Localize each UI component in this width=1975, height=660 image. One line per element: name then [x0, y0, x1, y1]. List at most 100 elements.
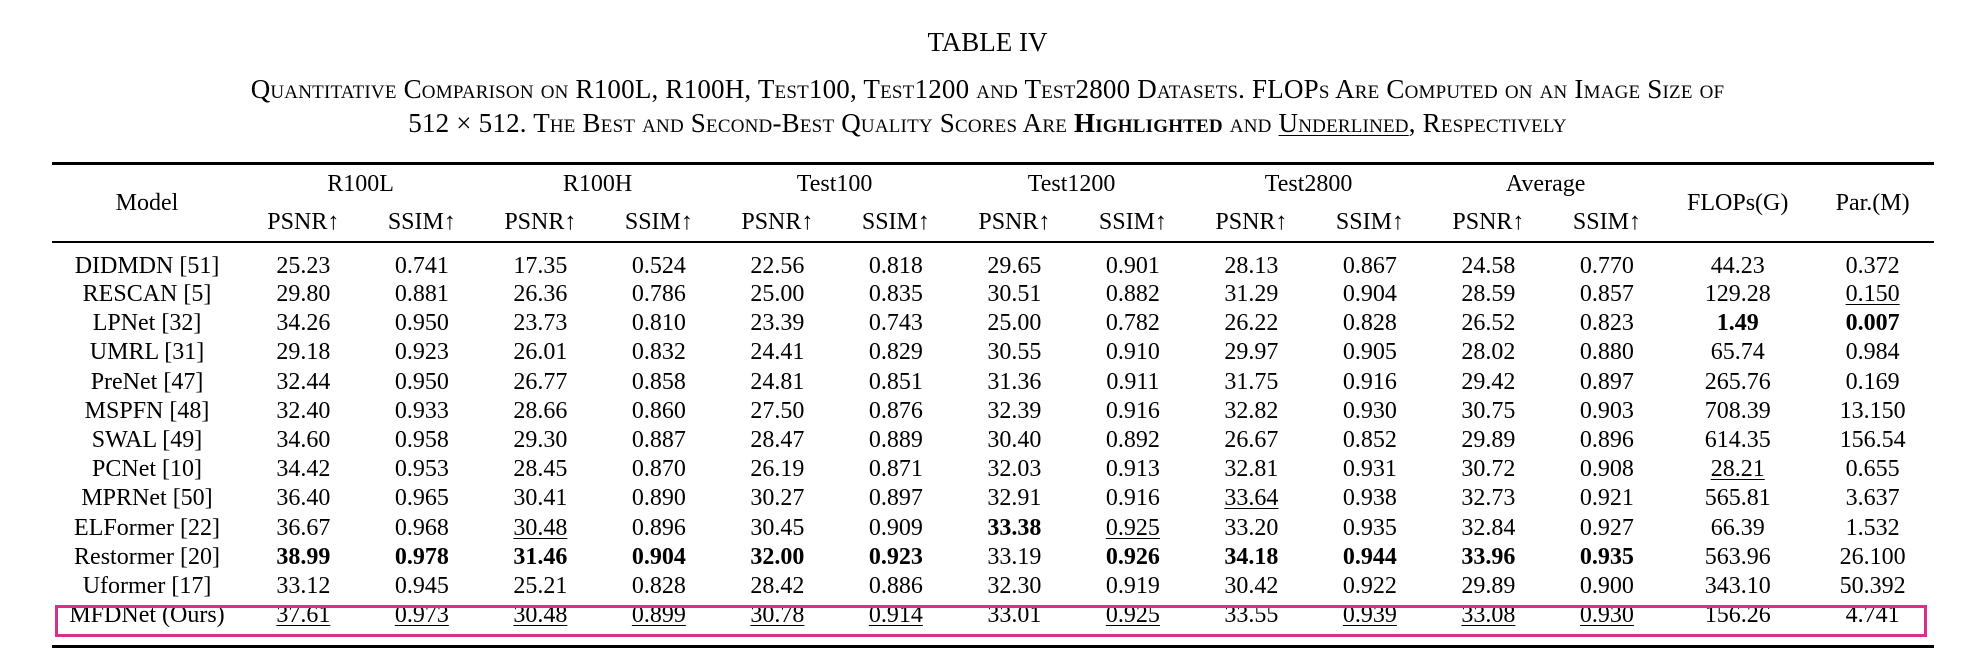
test2800-ssim-cell: 0.828	[1313, 309, 1427, 338]
r100h-psnr-value: 23.73	[513, 310, 568, 337]
params-value: 50.392	[1839, 572, 1906, 599]
r100l-ssim-cell: 0.950	[365, 309, 479, 338]
average-ssim-value: 0.900	[1579, 572, 1634, 599]
r100l-psnr-value: 25.23	[276, 253, 331, 279]
test2800-psnr-cell: 33.55	[1190, 601, 1313, 630]
test2800-ssim-value: 0.935	[1342, 514, 1397, 541]
test100-ssim-value: 0.818	[868, 253, 923, 279]
underlined-word: Underlined	[1278, 108, 1409, 138]
params-cell: 0.150	[1811, 280, 1934, 309]
test1200-ssim-value: 0.925	[1105, 602, 1160, 629]
params-cell: 0.655	[1811, 455, 1934, 484]
test2800-psnr-value: 29.97	[1224, 339, 1279, 366]
average-psnr-cell: 26.52	[1427, 309, 1550, 338]
test2800-ssim-value: 0.922	[1342, 572, 1397, 599]
comparison-table: Model R100L R100H Test100 Test1200 Test2…	[52, 165, 1934, 630]
table-description: Quantitative Comparison on R100L, R100H,…	[0, 72, 1975, 140]
test2800-psnr-cell: 26.22	[1190, 309, 1313, 338]
test1200-ssim-value: 0.916	[1105, 397, 1160, 424]
flops-cell: 156.26	[1664, 601, 1811, 630]
test100-psnr-header: PSNR↑	[741, 208, 814, 235]
test1200-psnr-value: 30.55	[987, 339, 1042, 366]
test100-psnr-cell: 23.39	[716, 309, 839, 338]
group-header-test2800: Test2800	[1264, 170, 1353, 197]
flops-header: FLOPs(G)	[1687, 189, 1789, 216]
test1200-psnr-value: 32.39	[987, 397, 1042, 424]
model-name-cell: ELFormer [22]	[74, 514, 220, 541]
r100h-psnr-cell: 30.48	[479, 601, 602, 630]
top-rule	[52, 162, 1934, 165]
r100h-ssim-header: SSIM↑	[624, 208, 693, 235]
r100h-psnr-value: 26.77	[513, 368, 568, 395]
r100h-ssim-value: 0.887	[631, 427, 686, 454]
table-row: PreNet [47] 32.44 0.950 26.77 0.858 24.81 0.85…	[52, 368, 1934, 397]
test2800-psnr-value: 28.13	[1224, 253, 1279, 279]
test100-psnr-value: 24.81	[750, 368, 805, 395]
r100l-psnr-value: 29.80	[276, 281, 331, 308]
flops-cell: 563.96	[1664, 543, 1811, 572]
average-psnr-value: 28.59	[1461, 281, 1516, 308]
average-ssim-value: 0.857	[1579, 281, 1634, 308]
test2800-ssim-cell: 0.944	[1313, 543, 1427, 572]
average-ssim-cell: 0.770	[1550, 241, 1664, 280]
r100h-ssim-value: 0.832	[631, 339, 686, 366]
test2800-ssim-header: SSIM↑	[1335, 208, 1404, 235]
test100-psnr-value: 28.42	[750, 572, 805, 599]
average-psnr-cell: 29.89	[1427, 572, 1550, 601]
average-psnr-value: 33.96	[1461, 543, 1516, 570]
test1200-ssim-cell: 0.913	[1076, 455, 1190, 484]
test1200-psnr-cell: 30.51	[953, 280, 1076, 309]
params-value: 13.150	[1839, 397, 1906, 424]
test1200-psnr-cell: 32.39	[953, 397, 1076, 426]
r100h-psnr-value: 30.48	[513, 602, 568, 629]
group-header-r100h: R100H	[562, 170, 633, 197]
test100-psnr-value: 30.27	[750, 485, 805, 512]
average-psnr-cell: 30.75	[1427, 397, 1550, 426]
params-header: Par.(M)	[1835, 189, 1910, 216]
r100l-psnr-cell: 34.26	[242, 309, 365, 338]
caption-line-1: Quantitative Comparison on R100L, R100H,…	[250, 74, 1725, 104]
r100l-psnr-value: 37.61	[276, 602, 331, 629]
test100-ssim-value: 0.851	[868, 368, 923, 395]
test1200-ssim-header: SSIM↑	[1098, 208, 1167, 235]
test100-ssim-cell: 0.923	[839, 543, 953, 572]
test2800-ssim-cell: 0.905	[1313, 338, 1427, 367]
r100h-ssim-cell: 0.896	[602, 514, 716, 543]
average-psnr-value: 29.89	[1461, 572, 1516, 599]
model-name-cell: Restormer [20]	[74, 543, 220, 570]
test2800-psnr-value: 26.22	[1224, 310, 1279, 337]
r100l-psnr-value: 32.40	[276, 397, 331, 424]
test100-psnr-cell: 30.78	[716, 601, 839, 630]
test100-ssim-value: 0.897	[868, 485, 923, 512]
flops-value: 129.28	[1704, 281, 1771, 308]
test2800-ssim-value: 0.916	[1342, 368, 1397, 395]
group-header-average: Average	[1505, 170, 1586, 197]
test100-ssim-cell: 0.876	[839, 397, 953, 426]
test100-ssim-cell: 0.835	[839, 280, 953, 309]
r100l-psnr-value: 34.42	[276, 456, 331, 483]
r100l-ssim-cell: 0.953	[365, 455, 479, 484]
test1200-psnr-cell: 29.65	[953, 241, 1076, 280]
model-header: Model	[115, 189, 179, 216]
r100h-psnr-cell: 17.35	[479, 241, 602, 280]
test2800-ssim-cell: 0.867	[1313, 241, 1427, 280]
test1200-ssim-value: 0.910	[1105, 339, 1160, 366]
test100-psnr-value: 26.19	[750, 456, 805, 483]
test100-psnr-value: 22.56	[750, 253, 805, 279]
r100l-ssim-cell: 0.933	[365, 397, 479, 426]
r100l-psnr-cell: 29.18	[242, 338, 365, 367]
test1200-ssim-cell: 0.925	[1076, 514, 1190, 543]
test2800-psnr-cell: 32.82	[1190, 397, 1313, 426]
average-ssim-value: 0.897	[1579, 368, 1634, 395]
r100l-psnr-value: 29.18	[276, 339, 331, 366]
average-ssim-cell: 0.857	[1550, 280, 1664, 309]
flops-cell: 565.81	[1664, 484, 1811, 513]
model-name-cell: MSPFN [48]	[84, 397, 210, 424]
r100l-ssim-value: 0.923	[394, 339, 449, 366]
flops-value: 28.21	[1710, 456, 1765, 483]
test1200-ssim-cell: 0.925	[1076, 601, 1190, 630]
test1200-ssim-value: 0.913	[1105, 456, 1160, 483]
r100l-ssim-cell: 0.945	[365, 572, 479, 601]
test100-psnr-cell: 24.41	[716, 338, 839, 367]
r100h-psnr-value: 29.30	[513, 427, 568, 454]
